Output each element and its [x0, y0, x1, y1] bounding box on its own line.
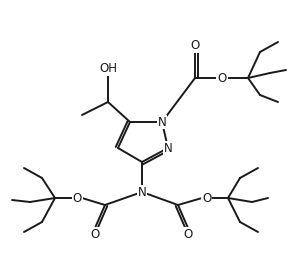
Text: O: O — [217, 72, 227, 85]
Text: O: O — [183, 228, 193, 241]
Text: O: O — [91, 228, 100, 241]
Text: N: N — [164, 141, 172, 154]
Text: O: O — [73, 191, 82, 204]
Text: N: N — [158, 116, 166, 129]
Text: N: N — [138, 185, 146, 198]
Text: OH: OH — [99, 62, 117, 75]
Text: O: O — [202, 191, 211, 204]
Text: O: O — [190, 39, 200, 52]
